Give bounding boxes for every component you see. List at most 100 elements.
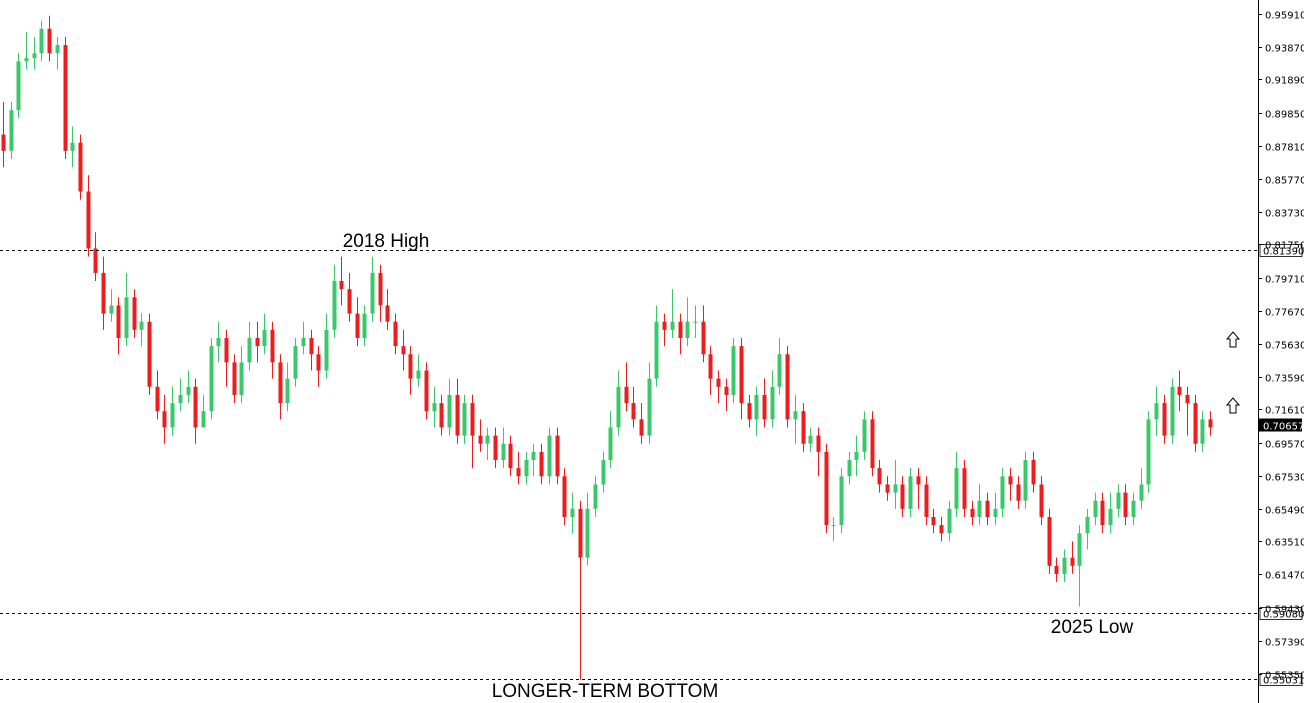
candle: [393, 313, 398, 355]
candle-body: [1139, 484, 1144, 501]
candle-body: [585, 508, 590, 558]
candle-body: [608, 427, 613, 461]
candle: [186, 370, 191, 404]
candle: [39, 20, 44, 62]
candle: [1054, 557, 1059, 583]
candle: [1146, 411, 1151, 493]
candle-body: [355, 313, 360, 338]
candle-body: [962, 468, 967, 509]
candle-body: [1146, 419, 1151, 485]
candle-body: [954, 468, 959, 509]
y-tick-label: 0.83730: [1265, 209, 1304, 220]
candle: [1093, 492, 1098, 526]
candle: [478, 419, 483, 452]
candle: [447, 378, 452, 436]
y-tick-label: 0.61470: [1265, 571, 1304, 582]
candle-body: [747, 403, 752, 420]
candle-body: [116, 305, 121, 338]
candle: [570, 492, 575, 534]
candle-body: [1085, 516, 1090, 534]
level-price-label: 0.59080: [1263, 610, 1304, 621]
candle-body: [485, 435, 490, 444]
candle: [1031, 451, 1036, 493]
candle: [93, 232, 98, 282]
candle-body: [109, 305, 114, 314]
y-tick-label: 0.59430: [1265, 605, 1304, 616]
candle-body: [39, 28, 44, 54]
candle-body: [639, 419, 644, 436]
candle-body: [785, 354, 790, 420]
candle: [378, 264, 383, 322]
candle-body: [1154, 403, 1159, 420]
candle-body: [209, 346, 214, 412]
candle-body: [139, 321, 144, 330]
candle-body: [393, 321, 398, 347]
y-tick-label: 0.89850: [1265, 110, 1304, 121]
levels-group: [0, 250, 1258, 680]
candle: [993, 492, 998, 526]
candle: [1039, 476, 1044, 526]
candle-body: [1185, 394, 1190, 404]
candle: [462, 394, 467, 444]
candle: [916, 468, 921, 509]
candle-body: [793, 411, 798, 420]
candle: [216, 321, 221, 363]
candle-body: [908, 476, 913, 509]
candle-body: [977, 500, 982, 517]
candle: [455, 378, 460, 444]
candle-body: [1031, 460, 1036, 485]
candle-body: [101, 272, 106, 314]
candle-body: [654, 321, 659, 379]
candle: [924, 476, 929, 526]
y-tick-label: 0.79710: [1265, 275, 1304, 286]
y-tick-label: 0.65490: [1265, 506, 1304, 517]
candle: [647, 362, 652, 444]
candle-body: [370, 272, 375, 314]
candle: [608, 411, 613, 469]
y-tick-label: 0.93870: [1265, 44, 1304, 55]
up-arrow-icon: [1225, 397, 1241, 414]
candle: [209, 337, 214, 420]
candle: [847, 451, 852, 485]
y-tick-label: 0.71610: [1265, 406, 1304, 417]
candle-body: [562, 476, 567, 517]
candle-body: [947, 508, 952, 534]
candle-body: [754, 394, 759, 420]
candle-body: [685, 321, 690, 338]
y-tick-label: 0.87810: [1265, 143, 1304, 154]
candle-body: [924, 484, 929, 517]
candle-body: [1047, 516, 1052, 566]
candle: [962, 460, 967, 517]
candle-body: [501, 443, 506, 461]
candle-body: [147, 321, 152, 387]
candle: [754, 386, 759, 436]
candle: [555, 427, 560, 485]
candle: [78, 134, 83, 200]
candle-body: [1108, 508, 1113, 526]
candle-body: [216, 337, 221, 347]
candle-body: [1, 134, 6, 151]
candle: [255, 321, 260, 363]
y-tick-label: 0.67530: [1265, 473, 1304, 484]
candle-body: [739, 346, 744, 404]
candle: [1185, 386, 1190, 436]
candle-body: [839, 476, 844, 526]
candle: [86, 175, 91, 257]
candle: [70, 126, 75, 168]
candle: [1047, 508, 1052, 574]
candle-body: [447, 394, 452, 428]
candle-body: [801, 411, 806, 444]
candle: [1208, 411, 1213, 436]
candle: [808, 427, 813, 452]
candle-body: [378, 272, 383, 306]
candle: [332, 264, 337, 338]
candle: [178, 378, 183, 412]
candle-body: [332, 281, 337, 330]
candle-body: [347, 289, 352, 314]
candle-body: [339, 281, 344, 290]
candle-body: [900, 484, 905, 509]
candle-body: [777, 354, 782, 387]
candle-body: [278, 362, 283, 404]
candle: [1154, 386, 1159, 436]
